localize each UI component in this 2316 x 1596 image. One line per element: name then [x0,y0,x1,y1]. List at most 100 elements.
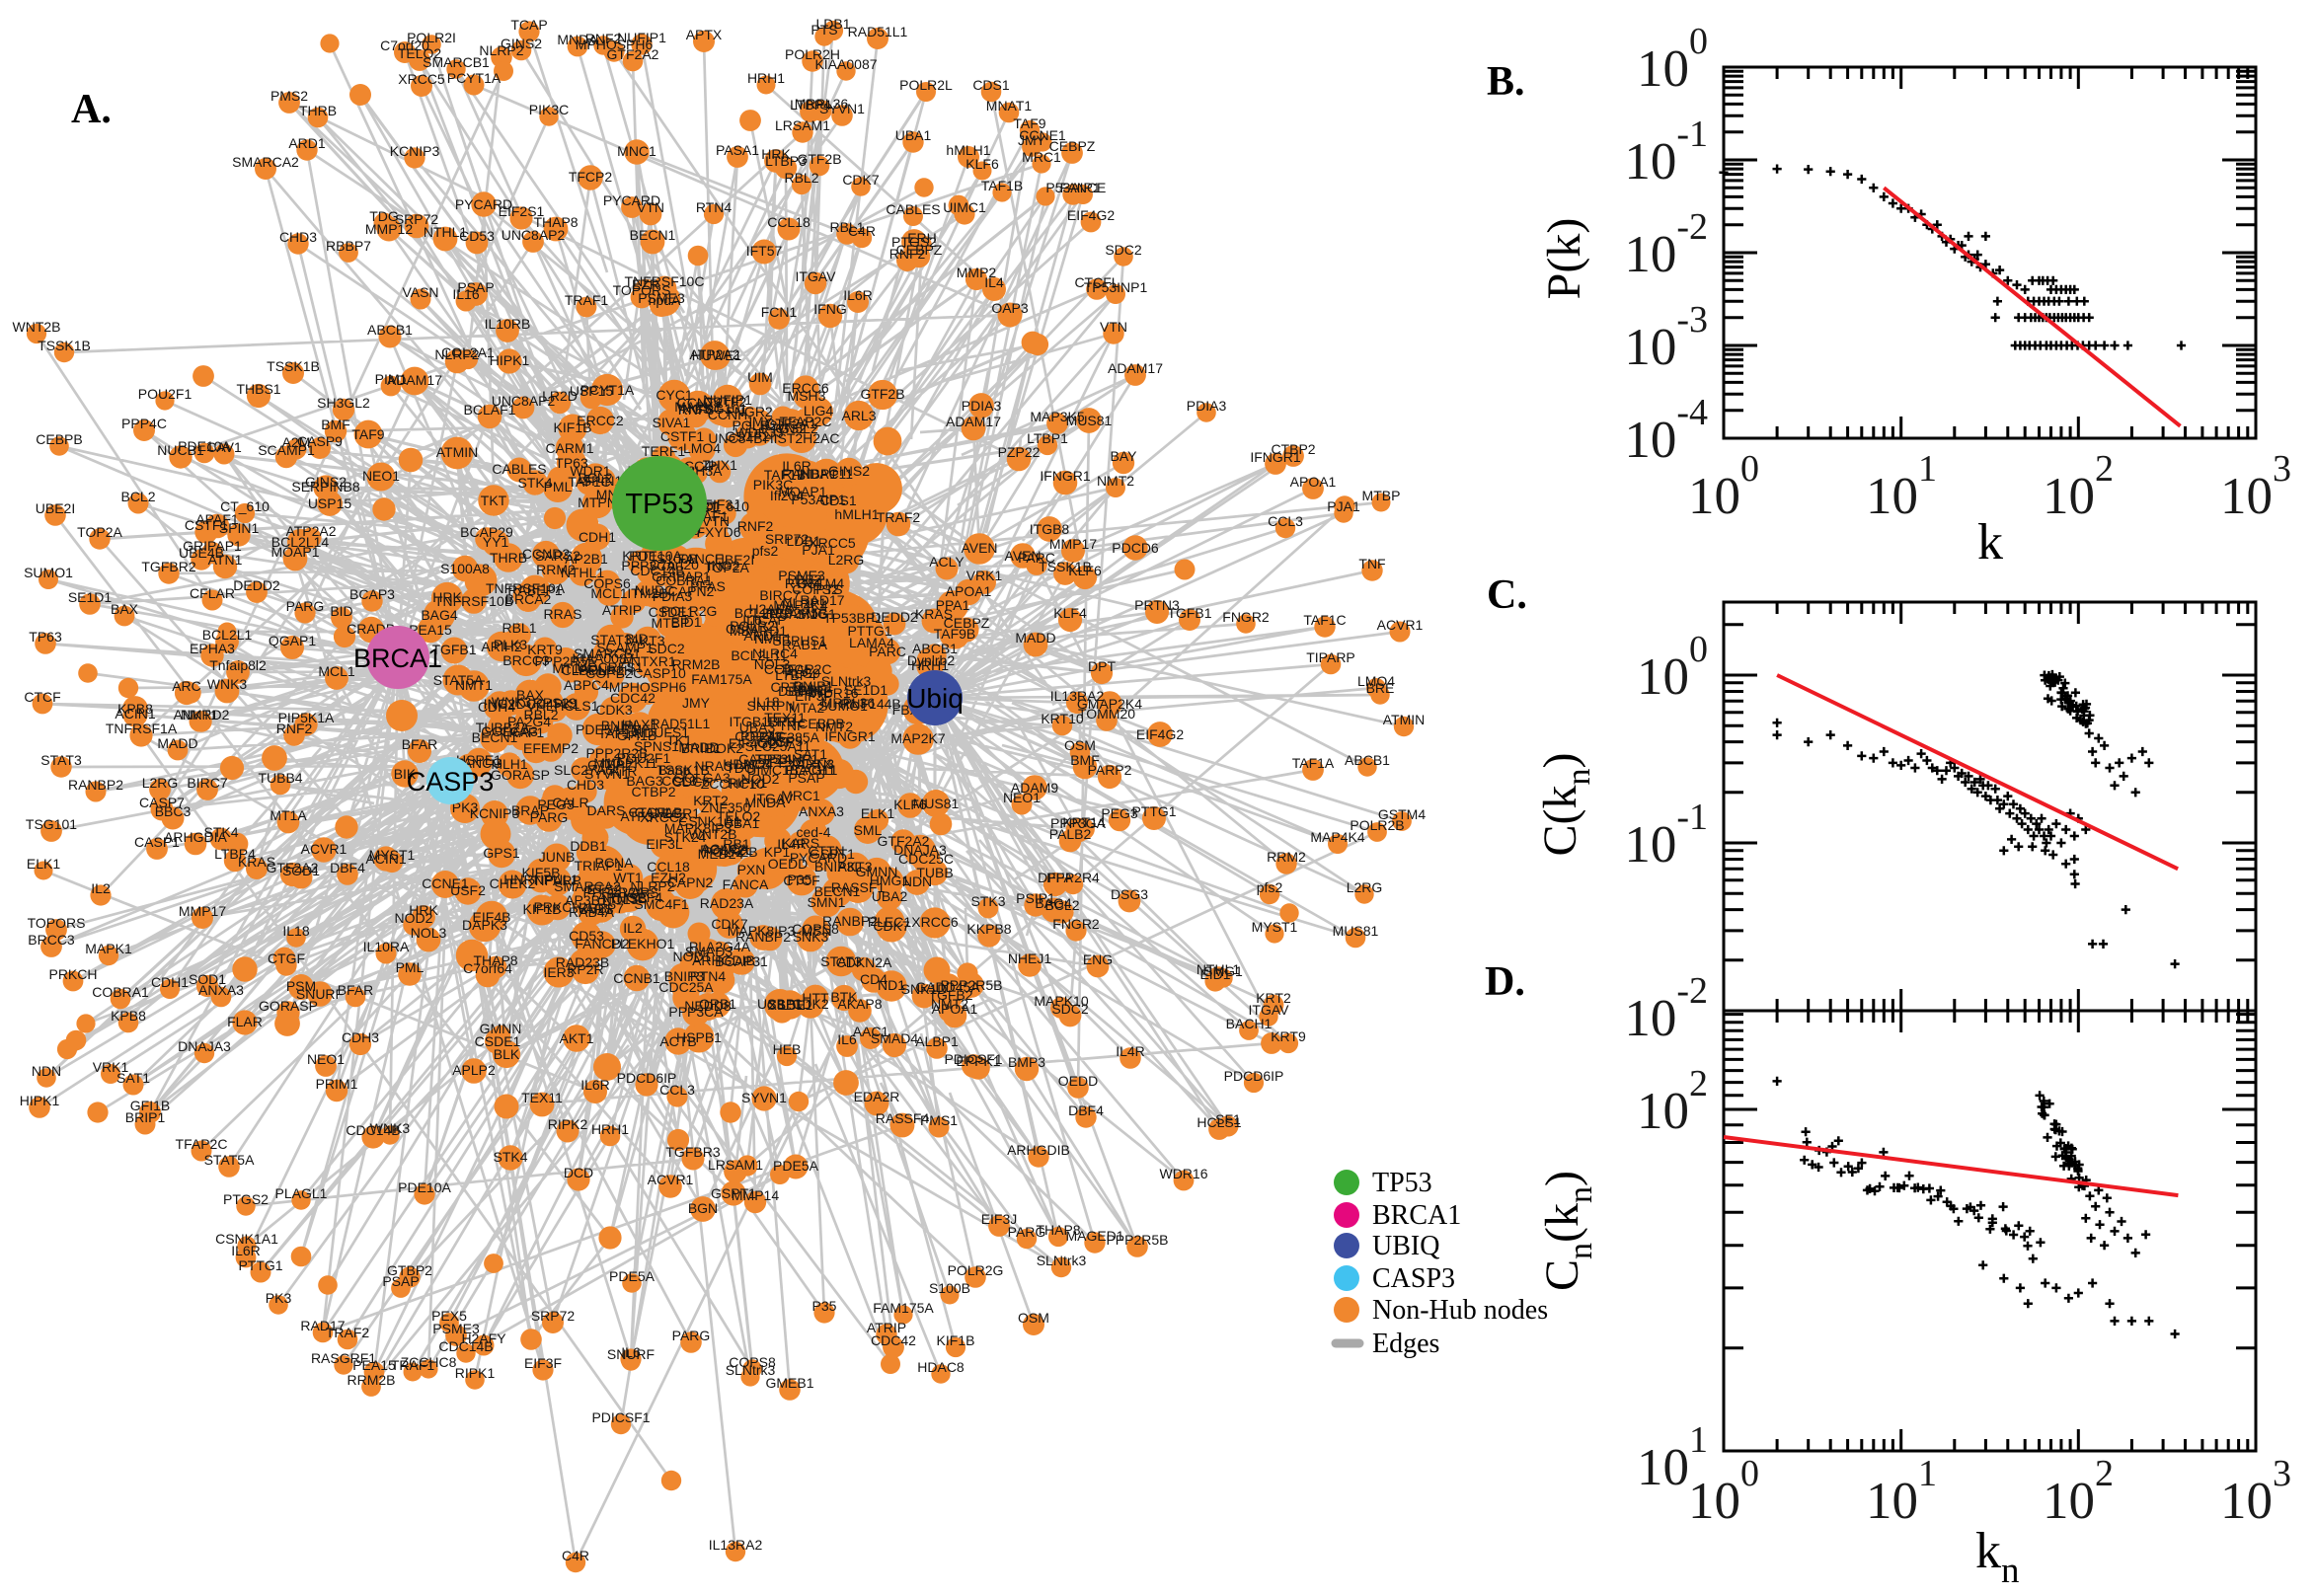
svg-text:IFNGR1: IFNGR1 [824,728,876,744]
svg-text:IFNGR1: IFNGR1 [1040,468,1091,484]
svg-text:COPS2: COPS2 [792,581,839,597]
svg-text:RAD23A: RAD23A [700,895,754,911]
svg-text:MBARD1: MBARD1 [730,623,788,639]
svg-text:ENG: ENG [1083,951,1113,967]
svg-text:BMP3: BMP3 [1008,1054,1045,1070]
svg-text:NOL3: NOL3 [754,656,791,672]
svg-text:NLRP2: NLRP2 [630,878,674,894]
svg-text:PML: PML [544,479,573,494]
svg-text:TAF1B: TAF1B [981,178,1024,193]
svg-text:UNC84B: UNC84B [708,430,762,446]
svg-text:BRCC3: BRCC3 [502,652,550,668]
svg-text:ADAM17: ADAM17 [387,372,442,388]
svg-text:ARHGDIB: ARHGDIB [1007,1142,1070,1158]
svg-text:RBL1: RBL1 [829,219,864,235]
svg-text:PEA15: PEA15 [352,1357,396,1373]
svg-text:CCL18: CCL18 [647,859,690,874]
svg-text:RIPK2: RIPK2 [548,1116,588,1132]
svg-text:RBL2: RBL2 [784,170,818,186]
svg-text:SMARCA2: SMARCA2 [554,878,621,894]
svg-text:DEDD2: DEDD2 [871,609,918,625]
svg-text:MNDA: MNDA [744,795,786,810]
svg-text:WNT2B: WNT2B [13,319,61,335]
svg-text:KIAA0087: KIAA0087 [572,650,634,666]
svg-text:PLAGL1: PLAGL1 [275,1185,328,1201]
svg-text:PARG: PARG [530,809,569,825]
svg-text:CSNK1A1: CSNK1A1 [215,1231,278,1247]
svg-text:CHD3: CHD3 [567,777,604,793]
svg-text:UBE2I: UBE2I [715,552,754,568]
svg-text:C.: C. [1487,572,1527,618]
svg-text:OSM: OSM [726,621,757,637]
svg-text:ABCB1: ABCB1 [367,322,413,338]
svg-text:OEDD: OEDD [1058,1073,1098,1089]
svg-text:EIF3L: EIF3L [646,836,683,852]
svg-text:PPP3CA: PPP3CA [668,1004,724,1020]
svg-text:NMT1: NMT1 [754,631,792,646]
svg-text:GTBP2: GTBP2 [587,757,633,773]
svg-text:MOAP1: MOAP1 [778,484,826,499]
svg-text:MYST1: MYST1 [369,847,416,863]
svg-text:HEB: HEB [773,1041,802,1057]
svg-text:STAT3: STAT3 [820,953,862,969]
svg-text:MUS81: MUS81 [1066,413,1113,428]
svg-text:TSSK1B: TSSK1B [267,358,320,374]
svg-text:PK3: PK3 [266,1290,292,1306]
svg-text:MAP2K7: MAP2K7 [890,730,945,746]
svg-text:RBL1: RBL1 [502,620,536,636]
svg-text:PDCD6IP: PDCD6IP [617,1070,677,1086]
svg-text:GTF2B: GTF2B [860,386,904,402]
svg-text:CSNK1A1: CSNK1A1 [678,813,741,829]
svg-text:CDC14B: CDC14B [630,563,684,578]
svg-text:OSM: OSM [1064,737,1096,753]
svg-text:TAF1C: TAF1C [1303,612,1346,628]
svg-text:LRSAM1: LRSAM1 [708,1157,763,1173]
svg-text:IL6R: IL6R [782,458,811,474]
svg-text:MAPK1: MAPK1 [674,399,722,415]
svg-text:PARP2: PARP2 [1088,762,1132,778]
svg-text:PARG: PARG [672,1328,711,1343]
svg-text:BACH1: BACH1 [790,762,836,778]
svg-text:TK1: TK1 [666,732,692,748]
svg-text:PPP4C: PPP4C [121,416,167,431]
svg-text:CABLES: CABLES [886,201,940,217]
svg-text:MT1A: MT1A [270,807,307,823]
svg-text:KIF1B: KIF1B [937,1332,975,1348]
svg-text:hMLH1: hMLH1 [834,506,879,522]
svg-text:POLR2H: POLR2H [579,662,634,678]
svg-text:KRT2: KRT2 [693,793,729,808]
svg-text:BACH1: BACH1 [1226,1016,1273,1031]
svg-text:GRIPAP1: GRIPAP1 [652,569,711,584]
svg-text:PASA1: PASA1 [716,142,759,158]
svg-text:FLAR: FLAR [227,1014,263,1029]
svg-text:CCNE1: CCNE1 [1019,127,1066,143]
svg-text:MAP4K4: MAP4K4 [1310,829,1364,845]
svg-text:CSDE1: CSDE1 [767,997,813,1013]
svg-text:CASP3: CASP3 [1372,1263,1455,1294]
svg-text:ACVR1: ACVR1 [1377,617,1424,633]
svg-text:PARC: PARC [869,644,906,659]
svg-text:TCAP: TCAP [749,612,786,628]
svg-text:TP53BP1: TP53BP1 [823,610,883,626]
svg-text:SMARCB1: SMARCB1 [423,54,490,70]
svg-text:CCL3: CCL3 [661,773,697,789]
svg-text:NUDC: NUDC [635,582,674,598]
svg-text:HUWE1: HUWE1 [692,347,742,363]
svg-text:KRT9: KRT9 [527,642,563,657]
svg-text:DOK2: DOK2 [706,740,743,756]
svg-text:CTCFL: CTCFL [1074,274,1119,290]
svg-text:ALBP1: ALBP1 [915,1033,959,1049]
svg-text:ATMIN: ATMIN [436,444,479,460]
svg-text:BID: BID [330,603,352,619]
svg-text:ACLY: ACLY [929,554,965,570]
svg-text:XRCC6: XRCC6 [911,914,959,930]
svg-text:PLEC1: PLEC1 [868,914,912,930]
svg-text:TP53: TP53 [1372,1168,1432,1198]
svg-text:WNT2B: WNT2B [689,826,737,842]
svg-text:PSAP: PSAP [382,1273,419,1289]
svg-text:OEDD: OEDD [768,856,808,872]
svg-text:UBA1: UBA1 [724,815,760,831]
svg-text:CEBPB: CEBPB [36,431,82,447]
svg-text:BRCA1: BRCA1 [353,644,442,673]
svg-text:AKT3: AKT3 [837,859,872,874]
